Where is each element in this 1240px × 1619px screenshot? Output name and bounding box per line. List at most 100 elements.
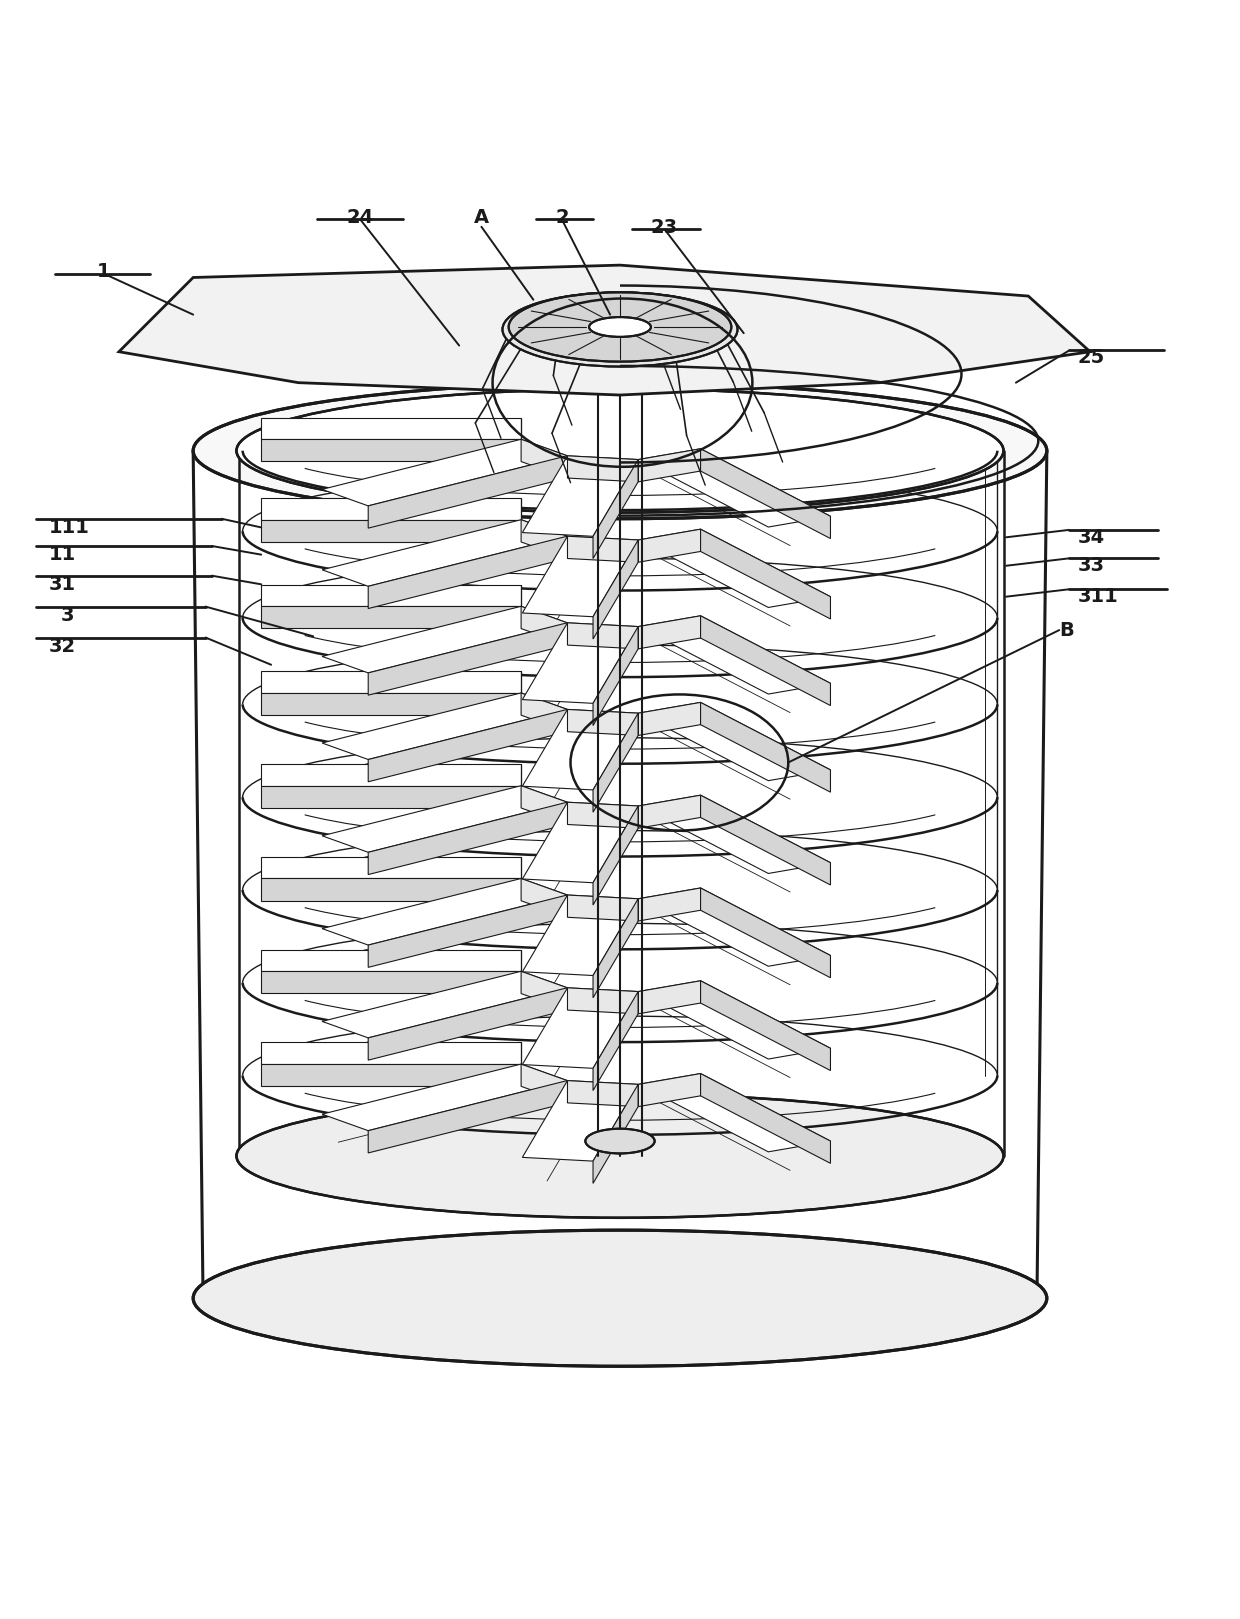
Polygon shape [119,266,1090,395]
Polygon shape [639,615,831,695]
Polygon shape [521,971,567,1010]
Polygon shape [262,879,521,900]
Polygon shape [639,981,701,1013]
Ellipse shape [237,389,1003,513]
Polygon shape [262,1064,521,1086]
Polygon shape [368,801,567,874]
Text: 32: 32 [48,636,76,656]
Polygon shape [262,418,521,439]
Text: 11: 11 [48,546,76,563]
Polygon shape [639,981,831,1059]
Text: 3: 3 [61,606,74,625]
Polygon shape [701,981,831,1070]
Text: 33: 33 [1078,557,1105,575]
Polygon shape [639,529,701,562]
Polygon shape [262,584,521,606]
Text: B: B [1059,620,1074,640]
Polygon shape [262,520,521,542]
Polygon shape [262,672,521,693]
Polygon shape [568,803,639,829]
Polygon shape [262,499,521,520]
Polygon shape [368,988,567,1060]
Polygon shape [568,536,639,562]
Ellipse shape [589,317,651,337]
Polygon shape [521,693,567,732]
Polygon shape [701,1073,831,1164]
Polygon shape [521,1064,567,1103]
Polygon shape [322,879,567,945]
Polygon shape [639,1073,831,1151]
Polygon shape [568,709,639,735]
Text: 2: 2 [556,207,569,227]
Polygon shape [262,971,521,994]
Text: 24: 24 [346,207,373,227]
Polygon shape [593,460,639,559]
Polygon shape [521,520,567,559]
Polygon shape [593,899,639,997]
Polygon shape [593,1085,639,1183]
Polygon shape [701,529,831,618]
Polygon shape [368,1080,567,1153]
Ellipse shape [237,1094,1003,1217]
Polygon shape [521,785,567,824]
Polygon shape [322,785,567,852]
Polygon shape [593,541,639,640]
Polygon shape [322,439,567,505]
Polygon shape [262,785,521,808]
Ellipse shape [585,1128,655,1153]
Polygon shape [639,795,701,829]
Polygon shape [368,536,567,609]
Polygon shape [262,1043,521,1064]
Ellipse shape [502,293,738,366]
Polygon shape [522,457,639,536]
Polygon shape [322,606,567,674]
Polygon shape [701,448,831,539]
Polygon shape [639,448,831,528]
Polygon shape [522,536,639,617]
Polygon shape [701,703,831,792]
Polygon shape [568,988,639,1013]
Text: 23: 23 [651,217,678,236]
Polygon shape [522,803,639,882]
Polygon shape [701,615,831,706]
Text: 31: 31 [48,575,76,594]
Polygon shape [593,627,639,725]
Polygon shape [521,606,567,644]
Polygon shape [701,887,831,978]
Polygon shape [522,988,639,1069]
Polygon shape [322,520,567,586]
Polygon shape [262,606,521,628]
Ellipse shape [508,293,732,361]
Polygon shape [568,1080,639,1107]
Polygon shape [322,693,567,759]
Polygon shape [368,457,567,528]
Polygon shape [639,1073,701,1107]
Polygon shape [368,709,567,782]
Polygon shape [522,709,639,790]
Polygon shape [262,693,521,716]
Text: 311: 311 [1078,588,1118,606]
Ellipse shape [193,1230,1047,1366]
Polygon shape [701,795,831,886]
Polygon shape [368,895,567,968]
Text: 25: 25 [1078,348,1105,368]
Polygon shape [322,971,567,1038]
Polygon shape [639,703,701,735]
Polygon shape [322,1064,567,1130]
Polygon shape [639,529,831,607]
Polygon shape [568,457,639,482]
Polygon shape [568,895,639,921]
Polygon shape [522,895,639,976]
Polygon shape [593,714,639,813]
Text: 34: 34 [1078,528,1105,547]
Text: 1: 1 [97,262,110,282]
Polygon shape [521,879,567,918]
Text: 111: 111 [48,518,89,538]
Polygon shape [639,887,701,921]
Polygon shape [522,1080,639,1161]
Polygon shape [639,887,831,967]
Polygon shape [262,764,521,785]
Polygon shape [262,950,521,971]
Text: A: A [474,207,489,227]
Ellipse shape [193,382,1047,518]
